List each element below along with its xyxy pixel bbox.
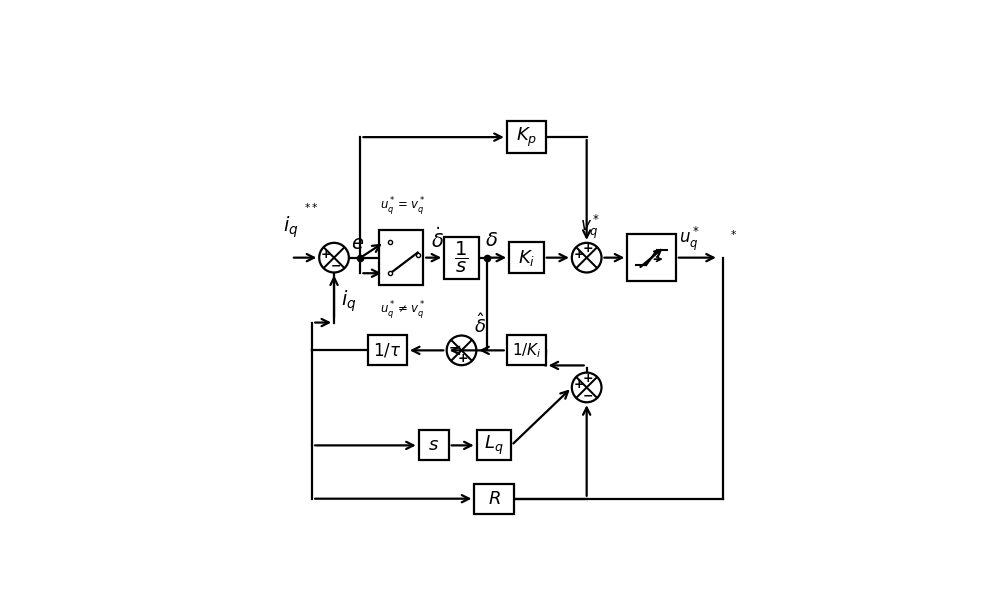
Bar bbox=[379, 230, 423, 285]
Text: $1/K_i$: $1/K_i$ bbox=[512, 341, 541, 360]
Text: $u_q^* \neq v_q^*$: $u_q^* \neq v_q^*$ bbox=[380, 299, 425, 321]
Text: $^{**}$: $^{**}$ bbox=[304, 204, 318, 219]
Text: +: + bbox=[574, 378, 584, 391]
Bar bbox=[419, 430, 449, 461]
Text: $i_q$: $i_q$ bbox=[341, 289, 357, 314]
Text: −: − bbox=[449, 341, 459, 354]
Text: $u_q^* = v_q^*$: $u_q^* = v_q^*$ bbox=[380, 194, 425, 217]
Bar bbox=[507, 122, 546, 153]
Text: −: − bbox=[583, 389, 593, 403]
Text: $s$: $s$ bbox=[428, 436, 439, 455]
Bar bbox=[444, 237, 479, 279]
Text: $R$: $R$ bbox=[488, 489, 500, 507]
Text: $\dot\delta$: $\dot\delta$ bbox=[431, 228, 444, 252]
Text: $\delta$: $\delta$ bbox=[485, 232, 498, 250]
Text: $1/\tau$: $1/\tau$ bbox=[373, 341, 401, 359]
Bar bbox=[507, 335, 546, 365]
Circle shape bbox=[319, 243, 349, 273]
Text: $\dfrac{1}{s}$: $\dfrac{1}{s}$ bbox=[454, 240, 469, 275]
Text: +: + bbox=[583, 242, 593, 255]
Text: $v_q^*$: $v_q^*$ bbox=[580, 213, 601, 241]
Text: $K_p$: $K_p$ bbox=[516, 126, 537, 149]
Text: $\hat\delta$: $\hat\delta$ bbox=[474, 314, 486, 337]
Circle shape bbox=[572, 243, 601, 273]
Text: $L_q$: $L_q$ bbox=[484, 434, 504, 457]
Text: −: − bbox=[330, 259, 341, 273]
Text: +: + bbox=[583, 372, 593, 385]
Circle shape bbox=[572, 373, 601, 402]
Bar bbox=[474, 483, 514, 514]
Text: $i_q$: $i_q$ bbox=[283, 215, 299, 240]
Bar bbox=[477, 430, 511, 461]
Bar bbox=[509, 242, 544, 273]
Text: +: + bbox=[321, 249, 332, 261]
Text: $^*$: $^*$ bbox=[728, 232, 737, 247]
Bar bbox=[368, 335, 407, 365]
Text: $K_i$: $K_i$ bbox=[518, 247, 535, 268]
Text: $e$: $e$ bbox=[351, 235, 364, 253]
Text: +: + bbox=[574, 249, 584, 261]
Circle shape bbox=[447, 335, 476, 365]
Text: +: + bbox=[458, 352, 468, 365]
Text: $u_q^*$: $u_q^*$ bbox=[679, 225, 700, 253]
Bar bbox=[627, 235, 676, 281]
